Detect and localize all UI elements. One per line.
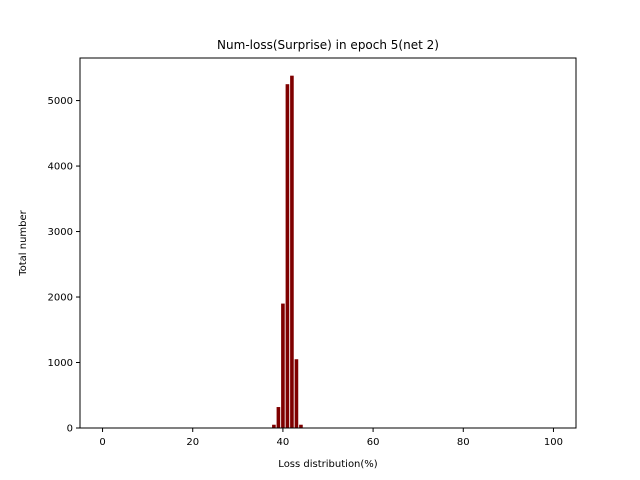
y-tick-label: 0 xyxy=(67,424,73,435)
y-tick-label: 3000 xyxy=(48,227,73,238)
bar xyxy=(294,359,299,428)
y-tick-label: 1000 xyxy=(48,358,73,369)
x-tick-label: 100 xyxy=(544,437,563,448)
bar xyxy=(290,75,294,429)
bar xyxy=(285,84,290,428)
x-tick-label: 80 xyxy=(457,437,470,448)
plot-frame xyxy=(79,57,577,429)
x-axis-label: Loss distribution(%) xyxy=(278,459,378,470)
y-tick-label: 5000 xyxy=(48,96,73,107)
bar xyxy=(281,303,285,428)
y-axis-ticks: 0 1000 2000 3000 4000 5000 xyxy=(48,96,80,435)
bar xyxy=(276,407,281,428)
x-tick-label: 60 xyxy=(367,437,380,448)
x-tick-label: 20 xyxy=(186,437,199,448)
y-tick-label: 2000 xyxy=(48,293,73,304)
x-tick-label: 0 xyxy=(99,437,105,448)
x-tick-label: 40 xyxy=(277,437,290,448)
bar xyxy=(299,424,303,428)
bars-group xyxy=(272,75,303,429)
chart-title: Num-loss(Surprise) in epoch 5(net 2) xyxy=(217,38,439,52)
x-axis-ticks: 0 20 40 60 80 100 xyxy=(99,428,563,448)
bar xyxy=(272,424,276,428)
y-tick-label: 4000 xyxy=(48,162,73,173)
y-axis-label: Total number xyxy=(18,209,29,276)
